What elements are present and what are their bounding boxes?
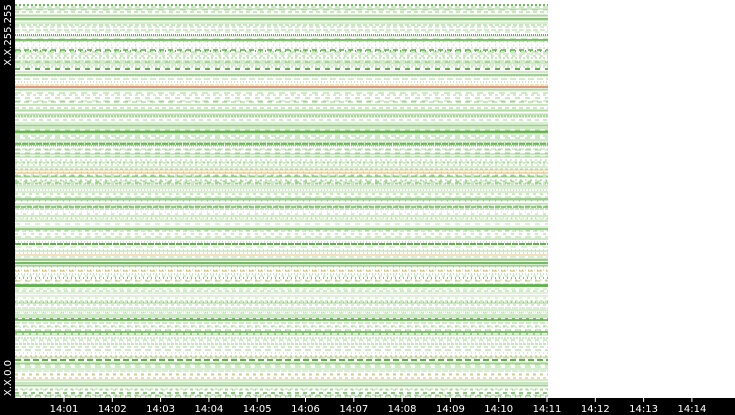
x-tick-label: 14:07	[339, 404, 368, 415]
x-tick-label: 14:03	[146, 404, 175, 415]
x-tick-label: 14:11	[533, 404, 562, 415]
x-tick-label: 14:01	[50, 404, 79, 415]
x-tick-label: 14:10	[484, 404, 513, 415]
x-tick-label: 14:12	[581, 404, 610, 415]
x-tick-label: 14:04	[194, 404, 223, 415]
y-bottom-label: X.X.0.0	[3, 360, 14, 396]
x-tick-label: 14:05	[243, 404, 272, 415]
x-tick-label: 14:09	[436, 404, 465, 415]
y-axis-band	[0, 0, 15, 415]
x-tick-label: 14:02	[98, 404, 127, 415]
y-top-label: X.X.255.255	[3, 4, 14, 65]
x-tick-label: 14:14	[677, 404, 706, 415]
x-tick-label: 14:08	[388, 404, 417, 415]
x-tick-label: 14:06	[291, 404, 320, 415]
traffic-pattern	[15, 4, 548, 398]
x-tick-label: 14:13	[629, 404, 658, 415]
x-axis-band	[0, 398, 735, 415]
